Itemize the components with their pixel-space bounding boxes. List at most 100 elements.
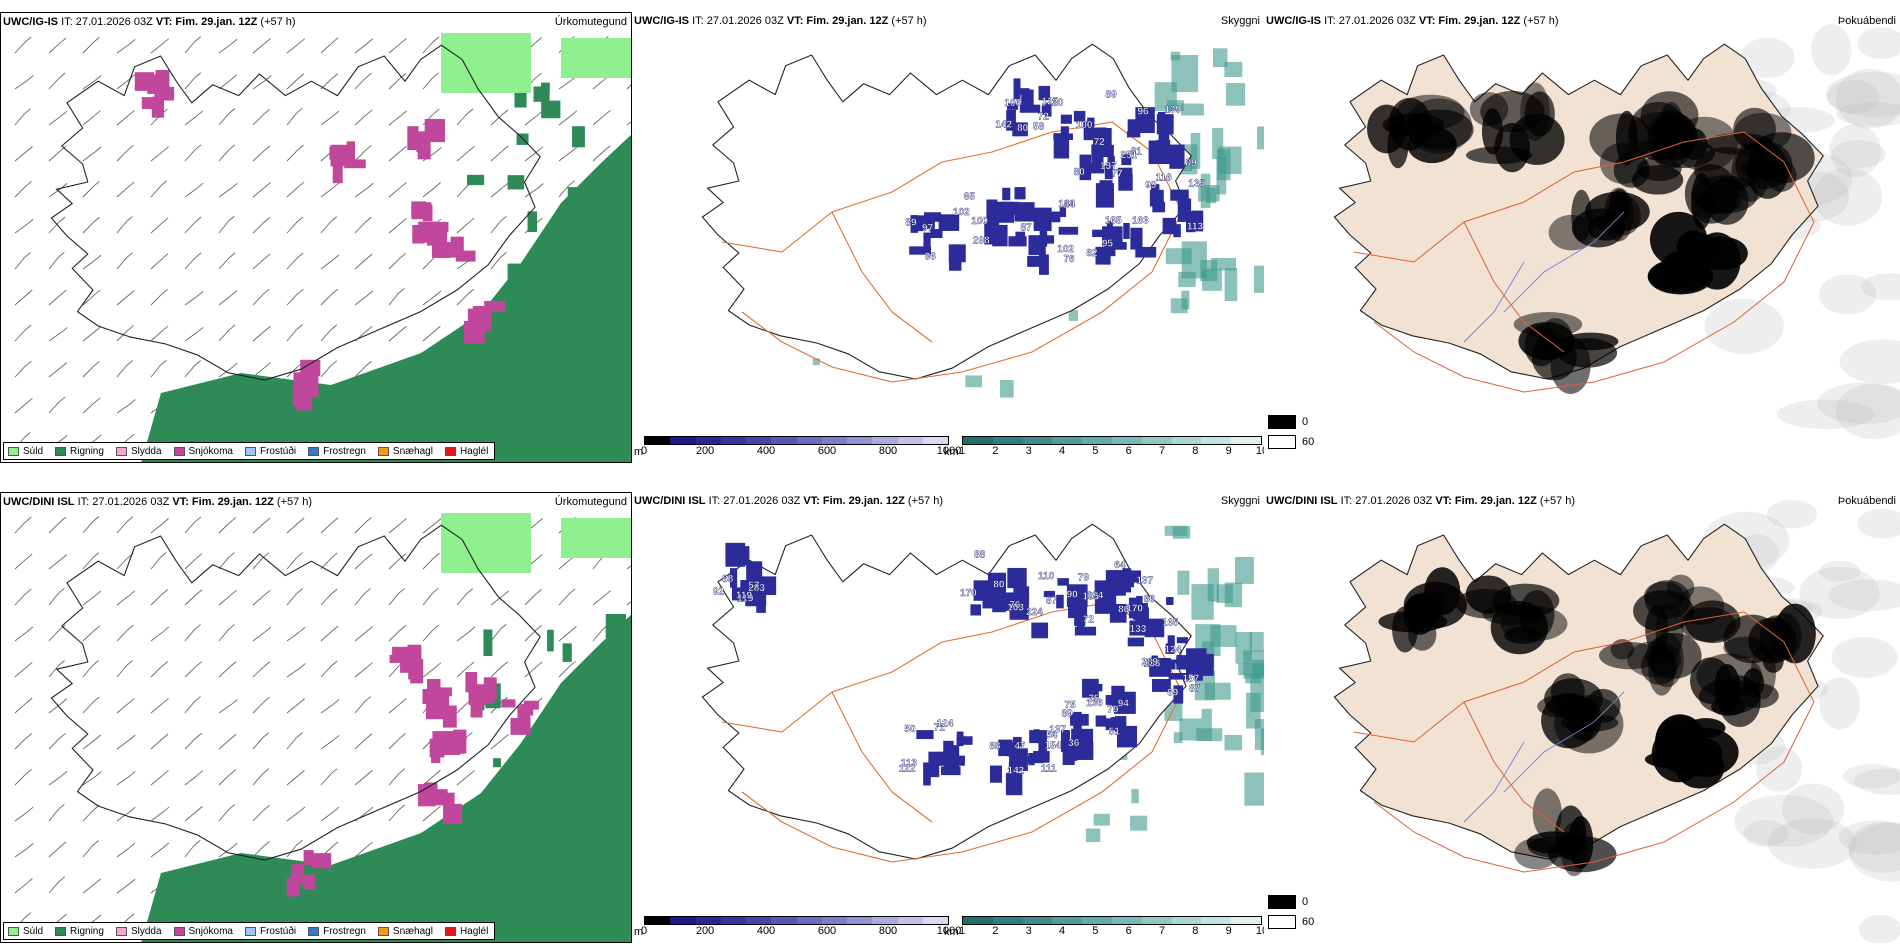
- colorbar-cell: [720, 917, 746, 924]
- legend-label: Snjókoma: [188, 925, 233, 937]
- ceiling-label: 76: [1063, 254, 1075, 265]
- legend-swatch: [55, 446, 67, 456]
- colorbar-tick: 1: [958, 445, 966, 457]
- colorbar-cell: [670, 437, 696, 444]
- fog-legend-label: 0: [1302, 896, 1309, 908]
- legend-label: Slydda: [130, 925, 162, 937]
- legend-label: Rigning: [70, 925, 104, 937]
- colorbar-tick: 6: [1125, 925, 1132, 937]
- coastline: [50, 524, 541, 861]
- ceiling-label: 139: [1164, 105, 1181, 116]
- legend-label: Rigning: [70, 445, 104, 457]
- ceiling-label: 283: [748, 583, 765, 594]
- cloud-ceiling-area: [909, 78, 1204, 275]
- colorbar-cell: [1231, 917, 1261, 924]
- ceiling-label: 88: [974, 549, 986, 560]
- legend-label: Snæhagl: [392, 925, 433, 937]
- legend-swatch: [173, 446, 185, 456]
- ceiling-label: 116: [1156, 172, 1173, 183]
- fog-legend-swatch: [1268, 435, 1296, 449]
- colorbar-tick: 0: [640, 925, 648, 937]
- ceiling-map-top: 106 125 77 81 113 95 102 87 96 72 89 80 89 116 163 76 65…: [701, 43, 1264, 398]
- colorbar-cell: [821, 917, 847, 924]
- fog-legend-item: 0: [1268, 892, 1314, 912]
- panel-header: UWC/DINI ISL IT: 27.01.2026 03Z VT: Fim.…: [1266, 495, 1576, 507]
- colorbar-tick: 1000: [936, 925, 962, 937]
- ceiling-label: 64: [1114, 560, 1126, 571]
- ceiling-label: 298: [973, 236, 990, 247]
- ceiling-label: 90: [1067, 590, 1079, 601]
- ceiling-label: 113: [901, 758, 918, 769]
- legend-label: Súld: [23, 445, 44, 457]
- ceiling-label: 89: [1106, 89, 1118, 100]
- ceiling-label: 88: [989, 741, 1001, 752]
- colorbar-cell: [1171, 917, 1202, 924]
- colorbar-cell: [771, 917, 797, 924]
- colorbar-tick: 8: [1192, 925, 1199, 937]
- colorbar-tick: 1000: [936, 445, 962, 457]
- colorbar-tick: 3: [1025, 445, 1032, 457]
- colorbar-tick: 2: [992, 925, 999, 937]
- colorbar-tick: 7: [1158, 445, 1166, 457]
- ceiling-label: 72: [1038, 111, 1050, 122]
- fog-map-top: [1333, 24, 1900, 439]
- rivers: [1463, 691, 1625, 823]
- colorbar-tick: 8: [1192, 445, 1199, 457]
- colorbar-cell: [963, 917, 993, 924]
- ceiling-value-labels: 106 125 77 81 113 95 102 87 96 72 89 80 89 116 163 76 65…: [905, 89, 1205, 265]
- legend-swatch: [377, 446, 389, 456]
- ceiling-label: 86: [1144, 594, 1156, 605]
- ceiling-label: 136: [1144, 659, 1161, 670]
- legend-item: Snæhagl: [377, 925, 433, 937]
- panel-title: Þokuábendi: [1837, 15, 1896, 27]
- colorbar-cell: [872, 917, 898, 924]
- colorbar-tick: 10: [1255, 925, 1264, 937]
- ceiling-label: 75: [1088, 693, 1100, 704]
- colorbar-cell: [695, 917, 721, 924]
- drizzle-area: [441, 513, 631, 573]
- colorbar-cell: [1201, 917, 1232, 924]
- colorbar-cell: [670, 917, 696, 924]
- panel-header: UWC/DINI ISL IT: 27.01.2026 03Z VT: Fim.…: [634, 495, 944, 507]
- legend-label: Snæhagl: [392, 445, 433, 457]
- colorbar-tick: 7: [1158, 925, 1166, 937]
- ceiling-label: 157: [1183, 674, 1200, 685]
- colorbar-tick: 4: [1058, 925, 1066, 937]
- legend-item: Frostregn: [308, 926, 366, 937]
- colorbar-cell: [796, 917, 822, 924]
- ceiling-label: 110: [1038, 571, 1055, 582]
- ceiling-label: 71: [934, 722, 946, 733]
- ceiling-label: 96: [925, 251, 937, 262]
- colorbar-tick: 600: [817, 445, 837, 457]
- ceiling-label: 113: [1187, 221, 1204, 232]
- ceiling-label: 87: [1189, 683, 1201, 694]
- ceiling-label: 95: [1102, 238, 1114, 249]
- ceiling-label: 81: [1131, 146, 1143, 157]
- ceiling-label: 170: [960, 588, 977, 599]
- ceiling-label: 163: [1132, 216, 1149, 227]
- roads: [1353, 611, 1815, 873]
- ceiling-label: 105: [1082, 591, 1099, 602]
- ceiling-label: 136: [1086, 698, 1103, 709]
- visibility-unit: km: [944, 446, 959, 458]
- colorbar-cell: [1022, 437, 1053, 444]
- ceiling-label: 96: [1138, 106, 1150, 117]
- ceiling-label: 36: [1068, 738, 1080, 749]
- ceiling-colorbar: 0 200 400 600 800 1000: [641, 436, 961, 457]
- colorbar-cell: [1171, 437, 1202, 444]
- ceiling-label: 133: [1130, 624, 1147, 635]
- legend-item: Snæhagl: [377, 445, 433, 457]
- ceiling-label: 80: [1074, 167, 1086, 178]
- ceiling-label: 77: [1112, 168, 1124, 179]
- colorbar-cell: [746, 437, 772, 444]
- fog-map-bottom: [1333, 500, 1900, 943]
- colorbar-cell: [1231, 437, 1261, 444]
- colorbar-cell: [897, 917, 923, 924]
- legend-swatch: [115, 446, 127, 456]
- colorbar-cell: [992, 437, 1023, 444]
- colorbar-cell: [1111, 917, 1142, 924]
- precip-map-bottom: [14, 513, 631, 942]
- visibility-unit: km: [944, 926, 959, 938]
- panel-header: UWC/IG-IS IT: 27.01.2026 03Z VT: Fim. 29…: [634, 15, 927, 27]
